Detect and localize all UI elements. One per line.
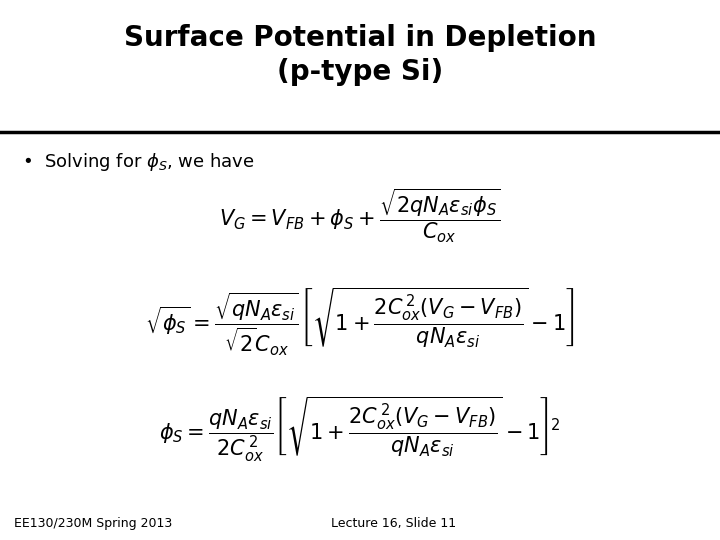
Text: Surface Potential in Depletion
(p-type Si): Surface Potential in Depletion (p-type S… [124,24,596,86]
Text: $V_G = V_{FB} + \phi_S + \dfrac{\sqrt{2qN_A\varepsilon_{si}\phi_S}}{C_{ox}}$: $V_G = V_{FB} + \phi_S + \dfrac{\sqrt{2q… [219,186,501,245]
Text: EE130/230M Spring 2013: EE130/230M Spring 2013 [14,517,173,530]
Text: Lecture 16, Slide 11: Lecture 16, Slide 11 [331,517,456,530]
Text: •  Solving for $\phi_S$, we have: • Solving for $\phi_S$, we have [22,151,254,173]
Text: $\sqrt{\phi_S} = \dfrac{\sqrt{qN_A\varepsilon_{si}}}{\sqrt{2}C_{ox}}\left[\sqrt{: $\sqrt{\phi_S} = \dfrac{\sqrt{qN_A\varep… [145,286,575,359]
Text: $\phi_S = \dfrac{qN_A\varepsilon_{si}}{2C_{ox}^{\,2}}\left[\sqrt{1+\dfrac{2C_{ox: $\phi_S = \dfrac{qN_A\varepsilon_{si}}{2… [159,394,561,464]
